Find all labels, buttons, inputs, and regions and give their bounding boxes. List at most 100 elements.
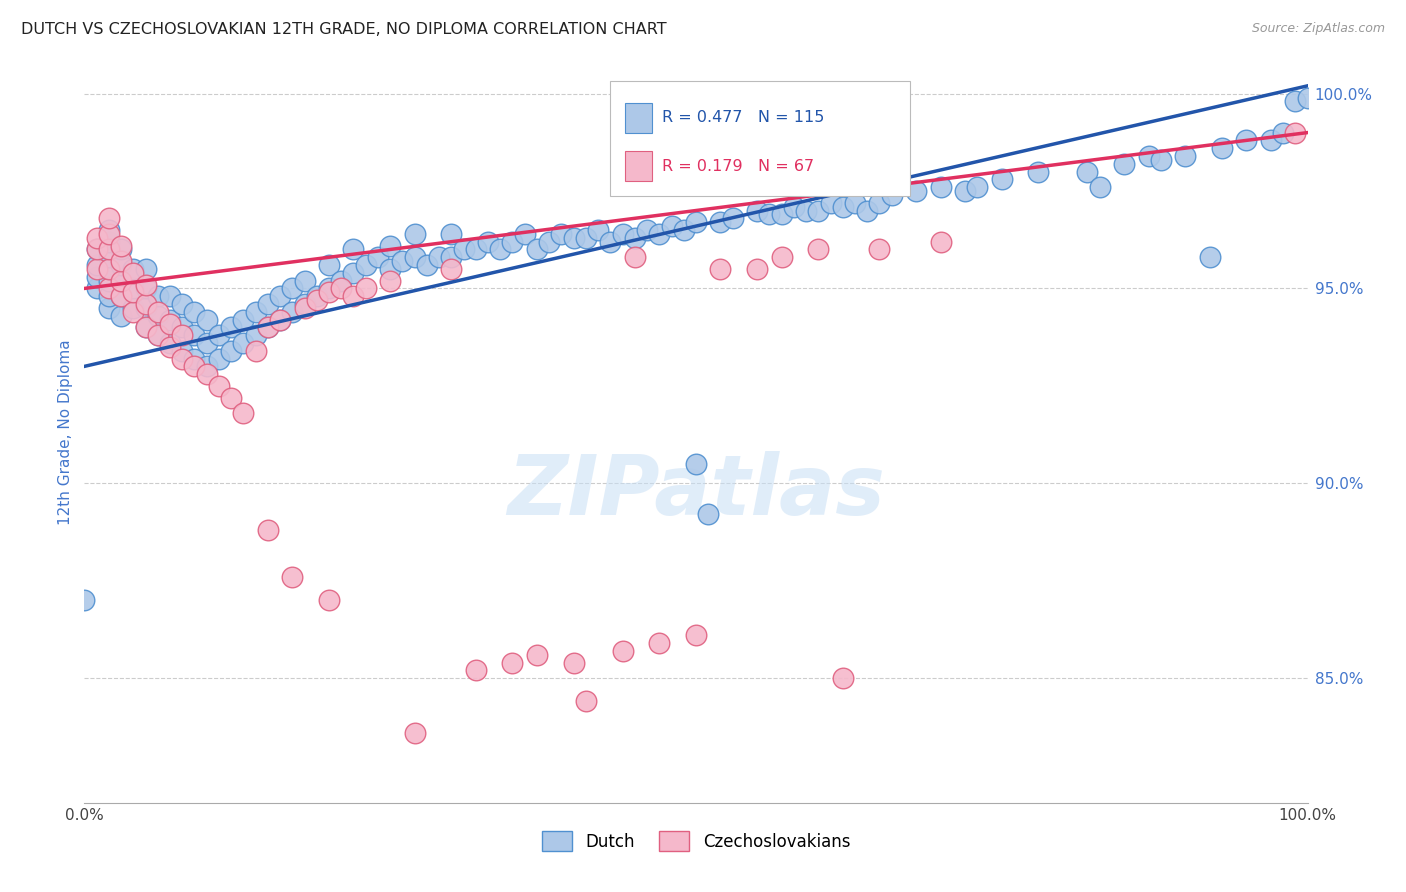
Point [159, 289, 181, 303]
Point [135, 320, 157, 334]
Point [146, 289, 169, 303]
Point [208, 328, 231, 343]
Point [97, 223, 120, 237]
Point [219, 320, 242, 334]
Point [281, 570, 304, 584]
Point [172, 343, 194, 358]
Point [807, 243, 830, 257]
Point [245, 328, 267, 343]
Point [183, 351, 205, 366]
Text: R = 0.477   N = 115: R = 0.477 N = 115 [662, 111, 824, 126]
Point [97, 227, 120, 241]
Point [820, 195, 842, 210]
Point [599, 235, 621, 249]
Point [612, 644, 634, 658]
Point [110, 258, 132, 272]
Point [453, 243, 475, 257]
Point [318, 281, 340, 295]
Point [135, 281, 157, 295]
Point [1088, 180, 1111, 194]
Point [86, 243, 108, 257]
Point [257, 297, 280, 311]
Point [86, 258, 108, 272]
Point [97, 289, 120, 303]
Point [440, 262, 463, 277]
Point [612, 227, 634, 241]
Point [135, 277, 157, 292]
Point [122, 262, 145, 277]
Point [73, 593, 96, 607]
Point [1150, 153, 1173, 167]
Point [86, 281, 108, 295]
Point [97, 235, 120, 249]
Text: Source: ZipAtlas.com: Source: ZipAtlas.com [1251, 22, 1385, 36]
Point [1211, 141, 1233, 155]
Point [110, 309, 132, 323]
Point [110, 274, 132, 288]
Point [183, 328, 205, 343]
Point [97, 274, 120, 288]
Point [208, 379, 231, 393]
Point [1260, 133, 1282, 147]
Point [146, 309, 169, 323]
Point [110, 238, 132, 252]
Point [550, 227, 572, 241]
Point [342, 266, 364, 280]
Point [380, 274, 402, 288]
Point [257, 523, 280, 537]
Point [146, 305, 169, 319]
Point [159, 317, 181, 331]
Point [562, 231, 585, 245]
Point [464, 663, 486, 677]
Point [685, 215, 707, 229]
Point [905, 184, 928, 198]
Point [869, 195, 891, 210]
Point [624, 250, 647, 264]
Point [294, 301, 316, 315]
Point [1076, 164, 1098, 178]
Bar [626, 152, 652, 181]
Point [685, 628, 707, 642]
Point [97, 262, 120, 277]
Point [831, 671, 853, 685]
Point [110, 243, 132, 257]
Point [257, 320, 280, 334]
Point [562, 656, 585, 670]
Point [232, 312, 254, 326]
Point [416, 258, 439, 272]
Point [110, 289, 132, 303]
Point [195, 312, 218, 326]
Point [110, 289, 132, 303]
Point [672, 223, 695, 237]
Point [1284, 95, 1306, 109]
Point [661, 219, 683, 233]
Point [770, 207, 793, 221]
Point [404, 725, 426, 739]
Point [427, 250, 450, 264]
Point [294, 297, 316, 311]
Point [245, 305, 267, 319]
Point [477, 235, 499, 249]
Point [305, 293, 328, 307]
FancyBboxPatch shape [610, 81, 910, 195]
Point [929, 235, 952, 249]
Text: DUTCH VS CZECHOSLOVAKIAN 12TH GRADE, NO DIPLOMA CORRELATION CHART: DUTCH VS CZECHOSLOVAKIAN 12TH GRADE, NO … [21, 22, 666, 37]
Point [464, 243, 486, 257]
Point [1114, 157, 1136, 171]
Point [1284, 126, 1306, 140]
Point [159, 312, 181, 326]
Point [146, 328, 169, 343]
Point [195, 359, 218, 374]
Point [219, 391, 242, 405]
Point [146, 328, 169, 343]
Point [110, 254, 132, 268]
Point [86, 269, 108, 284]
Point [648, 636, 671, 650]
Point [97, 262, 120, 277]
Point [636, 223, 658, 237]
Point [953, 184, 976, 198]
Point [648, 227, 671, 241]
Y-axis label: 12th Grade, No Diploma: 12th Grade, No Diploma [58, 340, 73, 525]
Point [269, 312, 291, 326]
Point [97, 250, 120, 264]
